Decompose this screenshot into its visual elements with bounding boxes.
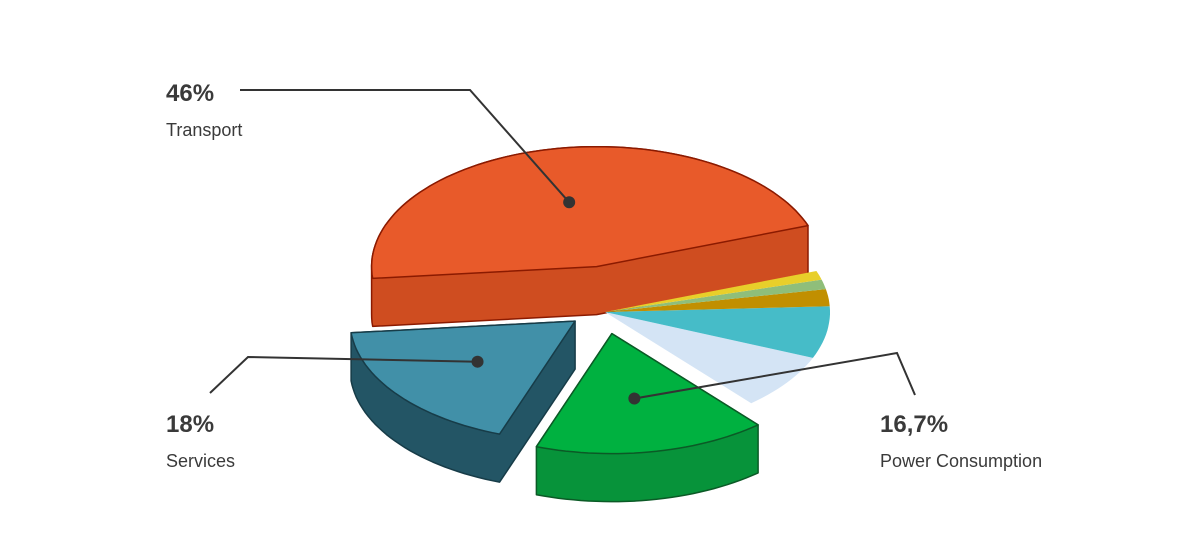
slice-3-slice [605, 312, 813, 404]
transport-slice-top [370, 145, 809, 280]
services-slice-top [350, 320, 576, 435]
slice-7-slice [605, 271, 822, 312]
slice-4-slice [605, 306, 830, 358]
transport-label: Transport [166, 120, 243, 140]
slice-5-slice [605, 289, 830, 312]
services-label: Services [166, 451, 236, 471]
power-label: Power Consumption [880, 451, 1043, 471]
slice-6-slice [605, 279, 826, 312]
transport-percent-label: 46% [166, 80, 215, 107]
power-consumption-leader-dot [628, 392, 641, 405]
transport-leader-line [240, 89, 570, 203]
power-consumption-slice-top [535, 332, 759, 455]
services-leader-line [209, 355, 478, 394]
services-leader-dot [471, 355, 484, 368]
power-consumption-leader-line [634, 351, 916, 400]
services-percent-label: 18% [166, 411, 215, 438]
power-percent-label: 16,7% [880, 411, 949, 438]
transport-leader-dot [563, 196, 576, 209]
